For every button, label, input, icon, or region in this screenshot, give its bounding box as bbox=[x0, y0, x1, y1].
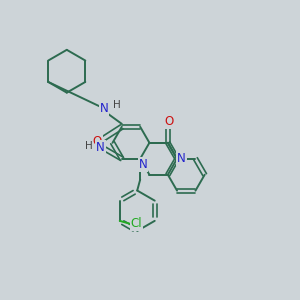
Text: H: H bbox=[112, 100, 120, 110]
Text: H: H bbox=[85, 140, 93, 151]
Text: O: O bbox=[92, 135, 102, 148]
Text: N: N bbox=[177, 152, 186, 165]
Text: N: N bbox=[96, 141, 105, 154]
Text: Cl: Cl bbox=[131, 217, 142, 230]
Text: N: N bbox=[100, 102, 108, 115]
Text: O: O bbox=[165, 116, 174, 128]
Text: N: N bbox=[139, 158, 148, 171]
